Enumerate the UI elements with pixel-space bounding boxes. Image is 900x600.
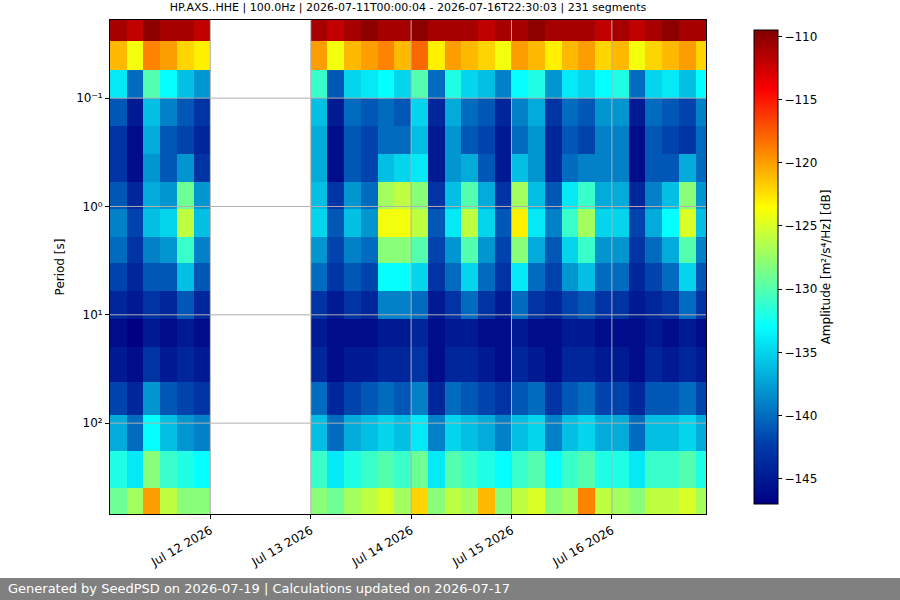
svg-text:−110: −110 xyxy=(784,30,817,44)
svg-text:10⁰: 10⁰ xyxy=(83,200,103,214)
svg-text:−135: −135 xyxy=(784,346,817,360)
svg-text:HP.AXS..HHE | 100.0Hz | 2026-0: HP.AXS..HHE | 100.0Hz | 2026-07-11T00:00… xyxy=(170,1,647,14)
svg-text:−145: −145 xyxy=(784,472,817,486)
svg-text:Period [s]: Period [s] xyxy=(53,239,67,296)
svg-text:−130: −130 xyxy=(784,282,817,296)
svg-text:−140: −140 xyxy=(784,409,817,423)
svg-text:Jul 15 2026: Jul 15 2026 xyxy=(449,523,516,570)
svg-text:Jul 13 2026: Jul 13 2026 xyxy=(249,523,316,570)
svg-text:−120: −120 xyxy=(784,156,817,170)
html-text:Generated by SeedPSD on 2026-0: Generated by SeedPSD on 2026-07-19 | Cal… xyxy=(8,581,510,596)
svg-text:10¹: 10¹ xyxy=(83,308,103,322)
svg-text:−115: −115 xyxy=(784,93,817,107)
svg-text:Amplitude [m²/s⁴/Hz] [dB]: Amplitude [m²/s⁴/Hz] [dB] xyxy=(819,190,833,345)
svg-text:Jul 16 2026: Jul 16 2026 xyxy=(550,523,617,570)
svg-text:10²: 10² xyxy=(83,416,103,430)
svg-text:−125: −125 xyxy=(784,219,817,233)
svg-text:Jul 12 2026: Jul 12 2026 xyxy=(148,523,215,570)
svg-text:Jul 14 2026: Jul 14 2026 xyxy=(349,523,416,570)
svg-text:10⁻¹: 10⁻¹ xyxy=(76,91,103,105)
